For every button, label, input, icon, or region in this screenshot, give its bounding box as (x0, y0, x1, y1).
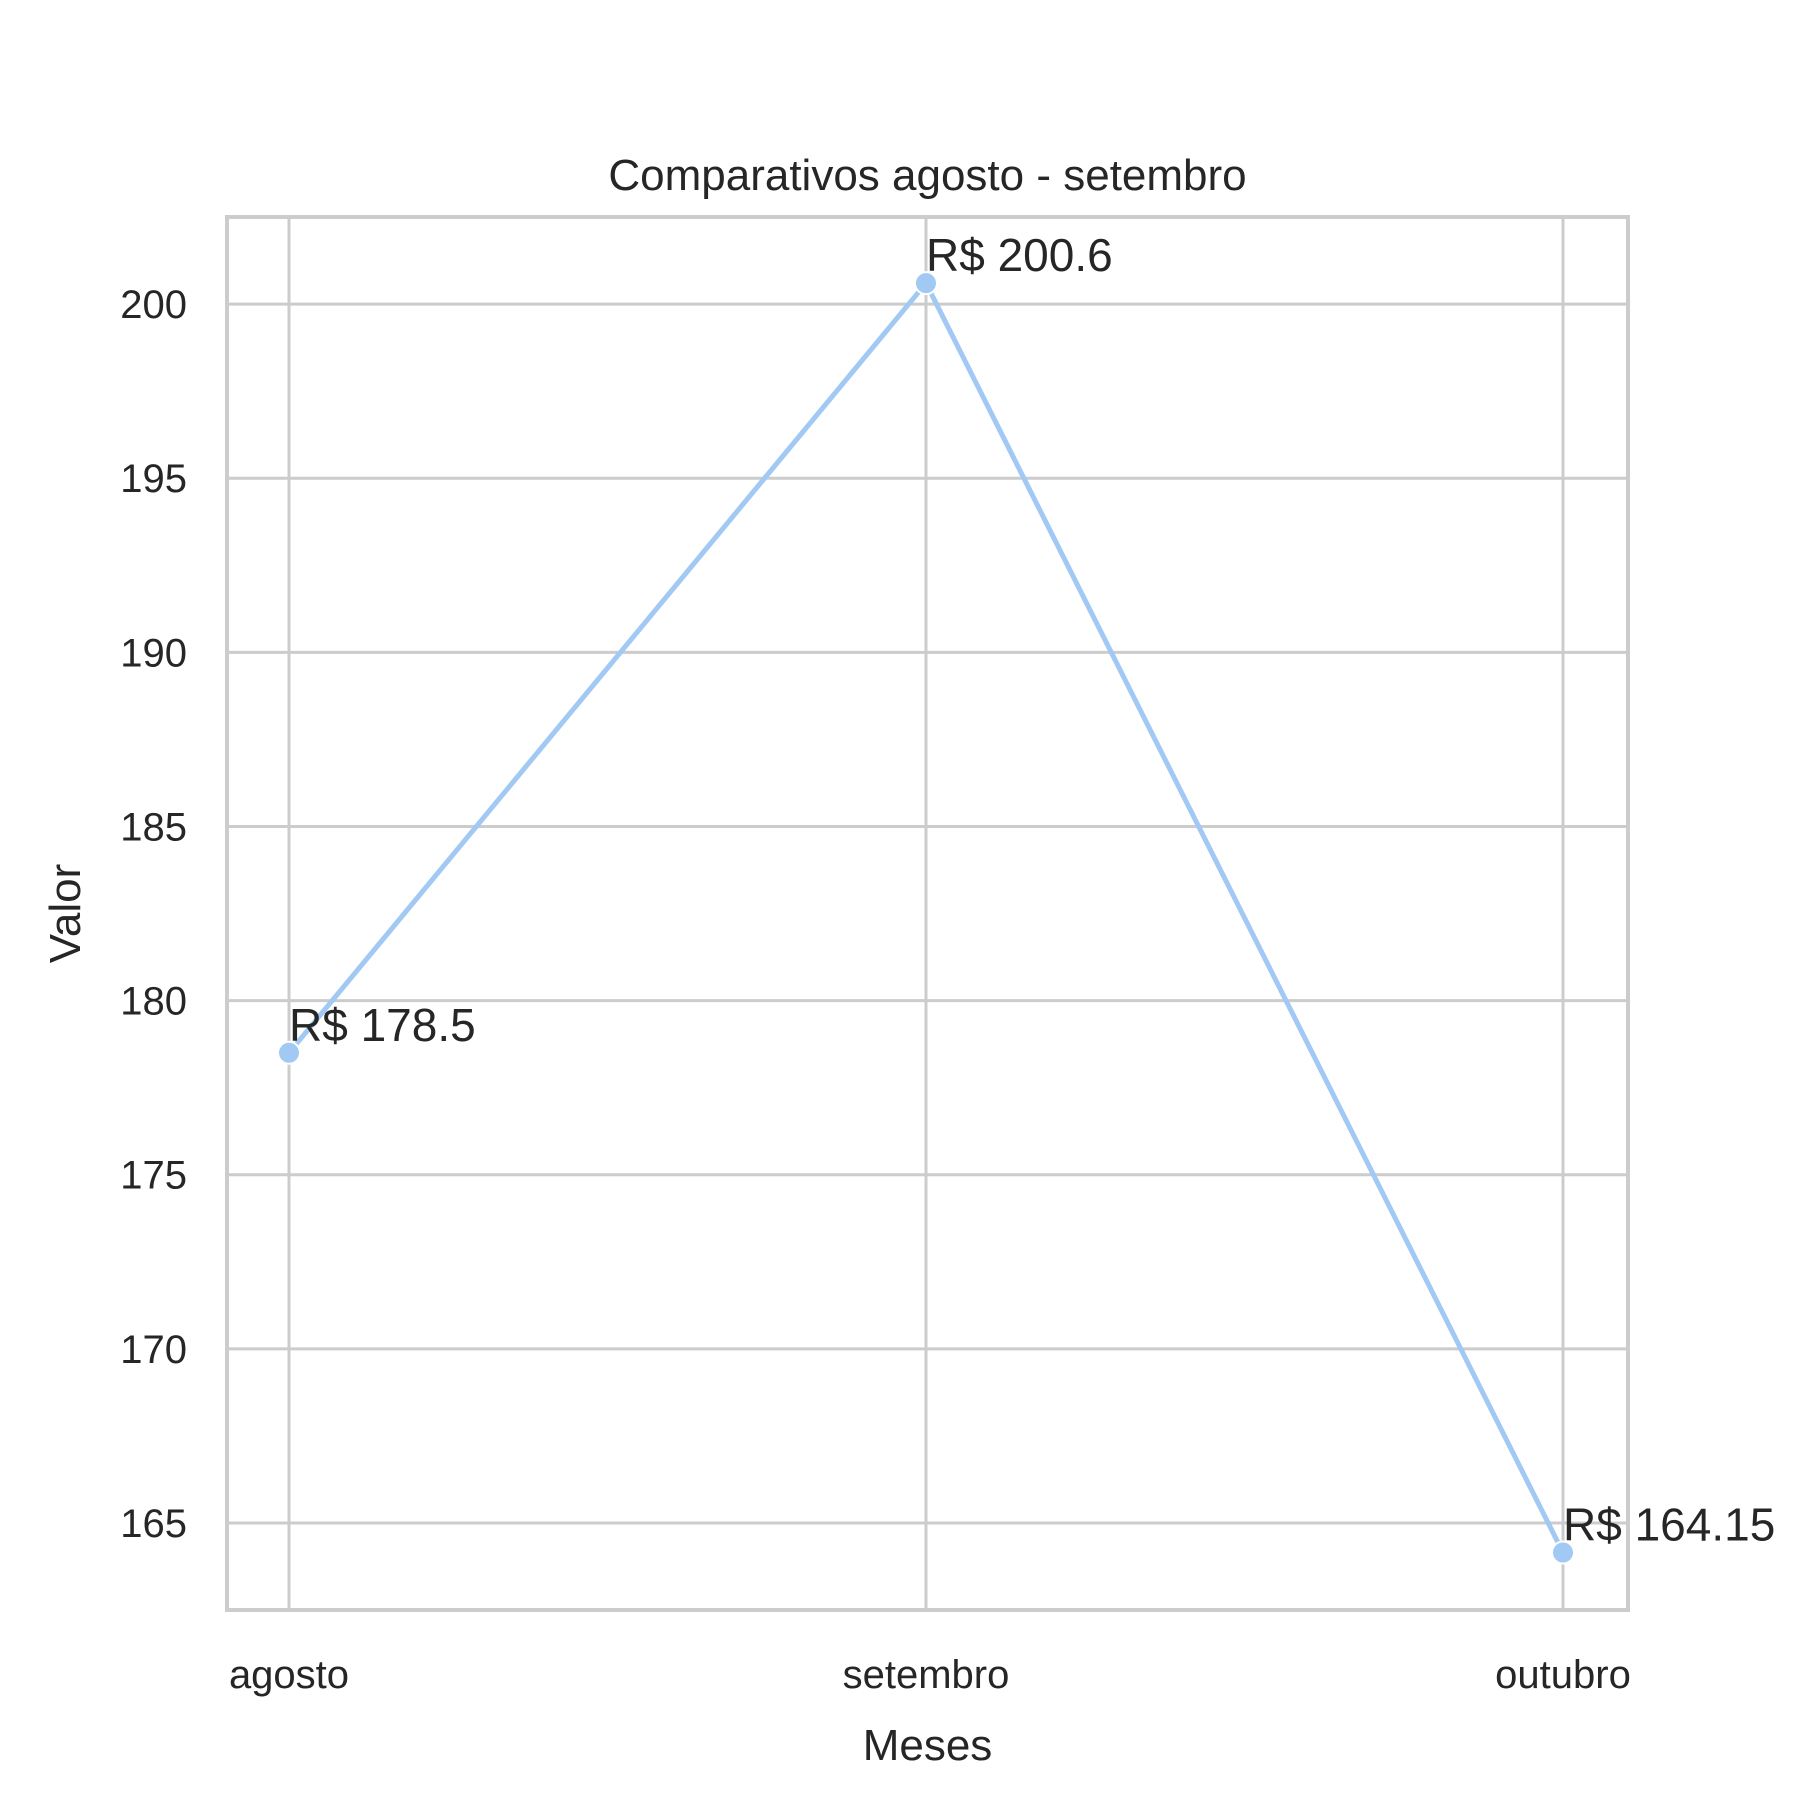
y-tick-label: 190 (120, 631, 187, 675)
x-axis-label: Meses (863, 1721, 993, 1770)
y-tick-label: 175 (120, 1154, 187, 1198)
data-labels: R$ 178.5 R$ 200.6 R$ 164.15 (289, 229, 1775, 1550)
y-tick-label: 180 (120, 980, 187, 1024)
chart-title: Comparativos agosto - setembro (608, 151, 1246, 200)
x-axis-ticks: agosto setembro outubro (229, 1653, 1631, 1697)
x-tick-label: agosto (229, 1653, 349, 1697)
grid-lines (227, 217, 1628, 1610)
data-point (1551, 1540, 1575, 1565)
x-tick-label: outubro (1495, 1653, 1631, 1697)
data-label: R$ 178.5 (289, 999, 476, 1051)
y-tick-label: 195 (120, 457, 187, 501)
y-axis-ticks: 165 170 175 180 185 190 195 200 (120, 283, 187, 1546)
y-tick-label: 185 (120, 805, 187, 849)
plot-area-frame (225, 215, 1630, 1612)
y-tick-label: 200 (120, 283, 187, 327)
data-point (277, 1040, 301, 1065)
y-tick-label: 165 (120, 1502, 187, 1546)
y-axis-label: Valor (41, 864, 90, 963)
data-label: R$ 164.15 (1563, 1499, 1775, 1551)
data-point (914, 271, 938, 296)
series-layer (277, 271, 1575, 1565)
x-tick-label: setembro (843, 1653, 1010, 1697)
data-label: R$ 200.6 (926, 229, 1113, 281)
y-tick-label: 170 (120, 1328, 187, 1372)
